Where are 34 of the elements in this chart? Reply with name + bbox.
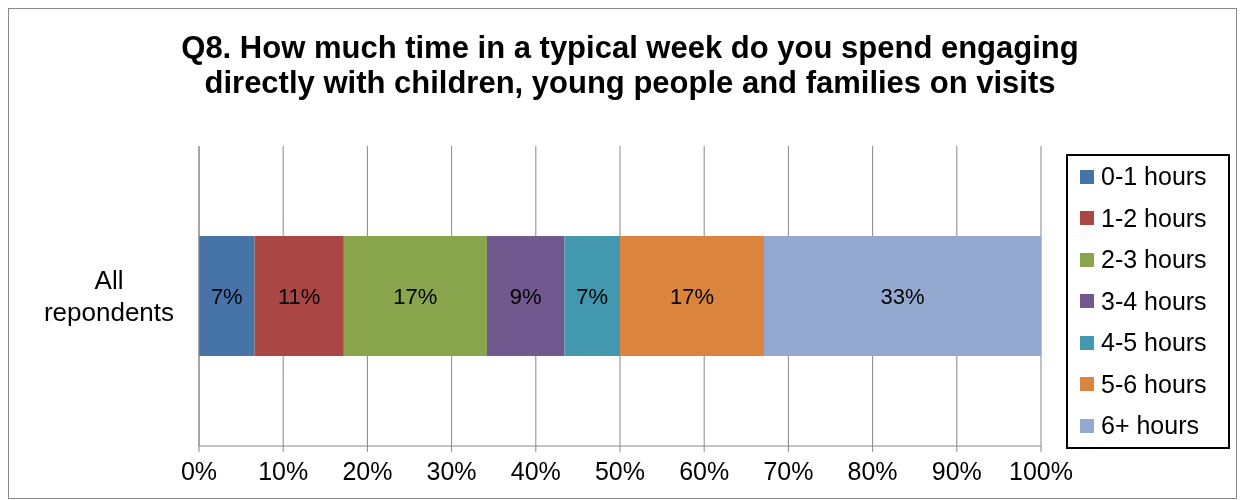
legend-label: 1-2 hours <box>1101 203 1207 233</box>
chart-title: Q8. How much time in a typical week do you spend engaging directly with children, young people and families on visits <box>180 29 1080 100</box>
legend-label: 0-1 hours <box>1101 162 1207 192</box>
x-tick-label: 80% <box>847 456 898 485</box>
x-tick-label: 90% <box>931 456 982 485</box>
legend-label: 6+ hours <box>1101 411 1199 441</box>
bar <box>620 236 764 356</box>
data-label: 33% <box>880 283 925 309</box>
data-label: 17% <box>393 283 438 309</box>
x-tick-label: 30% <box>426 456 477 485</box>
x-tick-label: 40% <box>510 456 561 485</box>
legend-label: 4-5 hours <box>1101 328 1207 358</box>
data-label: 7% <box>576 283 609 309</box>
legend-label: 2-3 hours <box>1101 245 1207 275</box>
data-label: 9% <box>509 283 542 309</box>
legend-label: 3-4 hours <box>1101 286 1207 316</box>
y-tick-label: All repondents <box>43 265 175 327</box>
bar <box>254 236 344 356</box>
legend-label: 5-6 hours <box>1101 369 1207 399</box>
data-label: 17% <box>669 283 715 309</box>
x-tick-label: 70% <box>763 456 814 485</box>
x-tick-label: 100% <box>1009 456 1073 485</box>
x-tick-label: 50% <box>594 456 646 485</box>
x-tick-label: 20% <box>342 456 393 485</box>
x-tick-label: 0% <box>180 456 218 485</box>
x-tick-label: 60% <box>679 456 730 485</box>
x-tick-label: 10% <box>258 456 309 485</box>
bar <box>343 236 487 356</box>
bar <box>486 236 565 356</box>
bar <box>199 236 255 356</box>
bar <box>763 236 1041 356</box>
data-label: 11% <box>277 283 321 309</box>
bar <box>564 236 620 356</box>
data-label: 7% <box>210 283 243 309</box>
